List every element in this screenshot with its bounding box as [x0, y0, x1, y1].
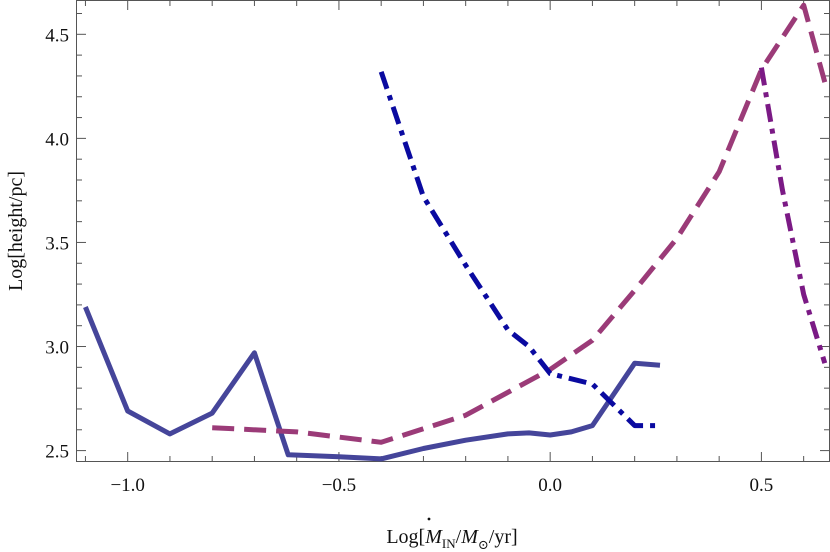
x-axis-title-prefix: Log[ — [386, 526, 425, 548]
x-axis-title-msun-sub: ⊙ — [478, 537, 489, 552]
x-axis-title: Log[MIN/M⊙/yr] — [386, 526, 517, 552]
y-tick-label: 2.5 — [45, 442, 69, 463]
plot-frame — [76, 0, 830, 462]
y-tick-label: 4.0 — [45, 129, 69, 150]
x-axis-title-slash: / — [456, 526, 462, 548]
series-line-dash-dot-blue — [378, 70, 660, 429]
series-line-solid — [83, 306, 661, 462]
x-tick-label: 0.0 — [538, 475, 562, 496]
y-tick-label: 3.0 — [45, 338, 69, 359]
y-tick-label: 4.5 — [45, 25, 69, 46]
series-line-dash-dot-purple — [758, 67, 828, 364]
x-axis-title-msun: M — [460, 526, 479, 548]
y-axis-ticks: 2.5 3.0 3.5 4.0 4.5 — [45, 12, 829, 463]
series-line-dashed — [212, 2, 828, 445]
x-axis-title-mdot-sub: IN — [442, 536, 456, 551]
x-axis-title-dot-accent — [427, 517, 431, 521]
x-axis-title-suffix: /yr] — [489, 526, 518, 548]
x-tick-label: −1.0 — [110, 475, 144, 496]
x-tick-label: 0.5 — [750, 475, 774, 496]
x-tick-label: −0.5 — [322, 475, 356, 496]
series-layer — [83, 2, 828, 462]
x-axis-title-mdot: M — [424, 526, 443, 548]
y-tick-label: 3.5 — [45, 233, 69, 254]
y-axis-title: Log[height/pc] — [5, 171, 27, 291]
